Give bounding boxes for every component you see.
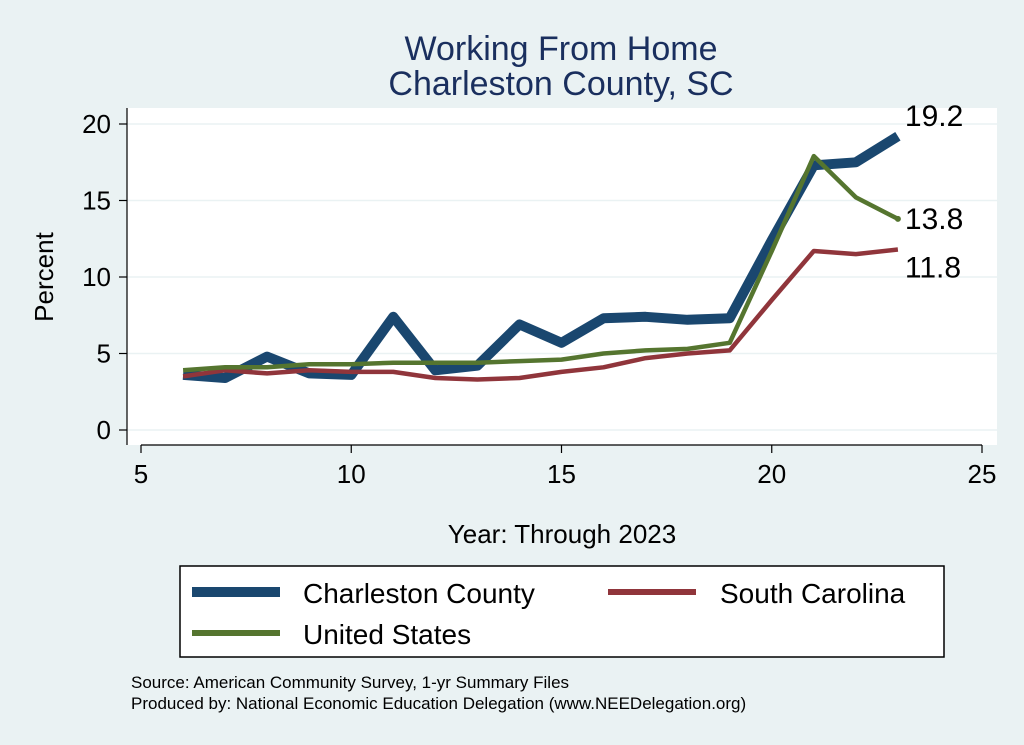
series-lines [182,131,901,383]
y-tick-label-0: 0 [97,415,111,445]
legend-label-charleston: Charleston County [303,578,535,609]
legend-box [179,565,945,658]
y-tick-label-20: 20 [82,109,111,139]
source-note: Source: American Community Survey, 1-yr … [131,673,569,692]
end-label-south-carolina: 11.8 [905,251,961,284]
chart-title-line-1: Working From Home [405,30,718,68]
legend-label-united-states: United States [303,619,471,650]
x-tick-label-5: 5 [134,459,148,489]
series-line-united-states [182,153,899,373]
y-axis-label: Percent [29,231,59,321]
series-end-marker-united-states [894,215,901,222]
y-tick-label-10: 10 [82,262,111,292]
y-tick-label-5: 5 [97,339,111,369]
y-tick-label-15: 15 [82,186,111,216]
x-tick-label-10: 10 [337,459,366,489]
x-axis-label: Year: Through 2023 [448,519,676,549]
legend-label-south-carolina: South Carolina [720,578,906,609]
end-label-united-states: 13.8 [905,203,963,236]
chart-title-line-2: Charleston County, SC [388,65,733,103]
x-tick-label-15: 15 [547,459,576,489]
legend: Charleston County South Carolina United … [179,565,945,658]
produced-by-note: Produced by: National Economic Education… [131,694,746,713]
x-tick-label-20: 20 [757,459,786,489]
series-line-south-carolina [182,247,899,382]
end-label-charleston-county: 19.2 [905,100,963,133]
x-tick-label-25: 25 [968,459,997,489]
end-labels: 19.2 11.8 13.8 [905,100,963,284]
